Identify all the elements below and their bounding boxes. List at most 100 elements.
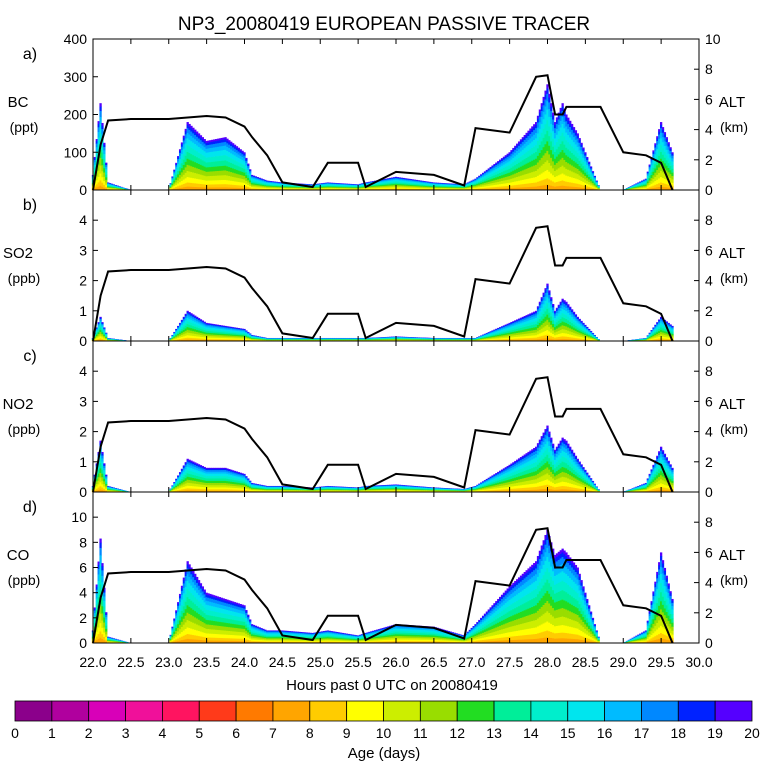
tracer-bar-segment xyxy=(510,178,513,183)
tracer-bar-segment xyxy=(400,186,403,188)
tracer-bar-segment xyxy=(464,188,468,190)
tracer-bar-segment xyxy=(262,338,265,340)
tracer-bar-segment xyxy=(402,179,405,181)
tracer-bar-segment xyxy=(190,319,193,323)
tracer-bar-segment xyxy=(353,188,356,190)
tracer-bar-segment xyxy=(402,185,405,187)
tracer-bar-segment xyxy=(245,160,248,164)
tracer-bar-segment xyxy=(294,188,297,190)
tracer-bar-segment xyxy=(381,180,384,182)
tracer-bar-segment xyxy=(290,185,293,187)
tracer-bar-segment xyxy=(330,185,333,187)
tracer-bar-segment xyxy=(457,186,460,187)
tracer-bar-segment xyxy=(667,153,670,159)
tracer-bar-segment xyxy=(383,179,386,181)
tracer-bar-segment xyxy=(171,183,174,186)
tracer-bar-segment xyxy=(654,147,657,152)
tracer-bar-segment xyxy=(470,181,473,183)
tracer-bar-segment xyxy=(497,165,500,169)
tracer-bar-segment xyxy=(214,328,218,331)
tracer-bar-segment xyxy=(370,189,373,190)
tracer-bar-segment xyxy=(186,170,189,178)
tracer-bar-segment xyxy=(315,187,318,189)
tracer-bar-segment xyxy=(224,335,227,338)
tracer-bar-segment xyxy=(216,327,220,329)
tracer-bar-segment xyxy=(194,139,197,145)
tracer-bar-segment xyxy=(635,183,638,185)
tracer-bar-segment xyxy=(245,157,248,160)
tracer-bar-segment xyxy=(502,171,506,175)
tracer-bar-segment xyxy=(521,139,525,143)
tracer-bar-segment xyxy=(264,184,267,186)
tracer-bar-segment xyxy=(419,180,422,182)
tracer-bar-segment xyxy=(506,156,509,160)
tracer-bar-segment xyxy=(555,142,559,150)
tracer-bar-segment xyxy=(493,180,496,184)
tracer-bar-segment xyxy=(436,187,439,189)
tracer-bar-segment xyxy=(540,180,543,186)
tracer-bar-segment xyxy=(103,172,106,178)
tracer-bar-segment xyxy=(250,338,254,340)
tracer-bar-segment xyxy=(663,163,667,169)
tracer-bar-segment xyxy=(387,186,390,189)
tracer-bar-segment xyxy=(514,177,517,182)
tracer-bar-segment xyxy=(197,334,201,337)
tracer-bar-segment xyxy=(531,166,534,173)
tracer-bar-segment xyxy=(190,335,193,339)
tracer-bar-segment xyxy=(500,183,504,187)
tracer-bar-segment xyxy=(637,182,640,184)
tracer-bar-segment xyxy=(186,151,189,160)
tracer-bar-segment xyxy=(258,180,261,183)
tracer-bar-segment xyxy=(546,160,549,171)
tracer-bar-segment xyxy=(277,338,280,340)
tracer-bar-segment xyxy=(233,330,237,333)
tracer-bar-segment xyxy=(413,180,417,182)
tracer-bar-segment xyxy=(175,165,178,168)
tracer-bar-segment xyxy=(269,182,273,184)
tracer-bar-segment xyxy=(222,328,225,330)
tracer-bar-segment xyxy=(230,162,233,169)
tracer-bar-segment xyxy=(387,183,390,185)
tracer-bar-segment xyxy=(250,175,254,177)
tracer-bar-segment xyxy=(216,143,220,148)
tracer-bar-segment xyxy=(216,180,220,185)
tracer-bar-segment xyxy=(177,170,180,175)
tracer-bar-segment xyxy=(476,182,479,185)
tracer-bar-segment xyxy=(641,186,644,188)
tracer-bar-segment xyxy=(637,183,640,185)
tracer-bar-segment xyxy=(271,181,275,183)
tracer-bar-segment xyxy=(447,183,451,185)
tracer-bar-segment xyxy=(254,186,258,188)
tracer-bar-segment xyxy=(249,182,252,185)
tracer-bar-segment xyxy=(237,170,240,175)
tracer-bar-segment xyxy=(254,339,258,340)
tracer-bar-segment xyxy=(178,149,182,152)
tracer-bar-segment xyxy=(239,167,242,172)
tracer-bar-segment xyxy=(516,187,519,191)
tracer-bar-segment xyxy=(220,338,223,340)
tracer-bar-segment xyxy=(656,144,659,150)
tracer-bar-segment xyxy=(116,186,119,187)
tracer-bar-segment xyxy=(546,169,549,179)
tracer-bar-segment xyxy=(114,188,117,189)
tracer-bar-segment xyxy=(578,175,581,181)
tracer-bar-segment xyxy=(180,335,184,338)
tracer-bar-segment xyxy=(336,186,339,188)
tracer-bar-segment xyxy=(536,115,540,120)
tracer-bar-segment xyxy=(178,334,182,337)
tracer-bar-segment xyxy=(561,185,564,191)
tracer-bar-segment xyxy=(652,163,655,169)
tracer-bar-segment xyxy=(355,184,358,186)
tracer-bar-segment xyxy=(485,178,489,182)
tracer-bar-segment xyxy=(171,177,174,179)
tracer-bar-segment xyxy=(199,328,203,332)
tracer-bar-segment xyxy=(485,187,489,190)
tracer-bar-segment xyxy=(110,188,114,190)
tracer-bar-segment xyxy=(355,187,358,189)
tracer-bar-segment xyxy=(207,162,210,168)
tracer-bar-segment xyxy=(400,185,403,187)
tracer-bar-segment xyxy=(326,185,329,187)
tracer-bar-segment xyxy=(578,142,581,147)
tracer-bar-segment xyxy=(423,181,426,182)
tracer-bar-segment xyxy=(593,186,596,188)
